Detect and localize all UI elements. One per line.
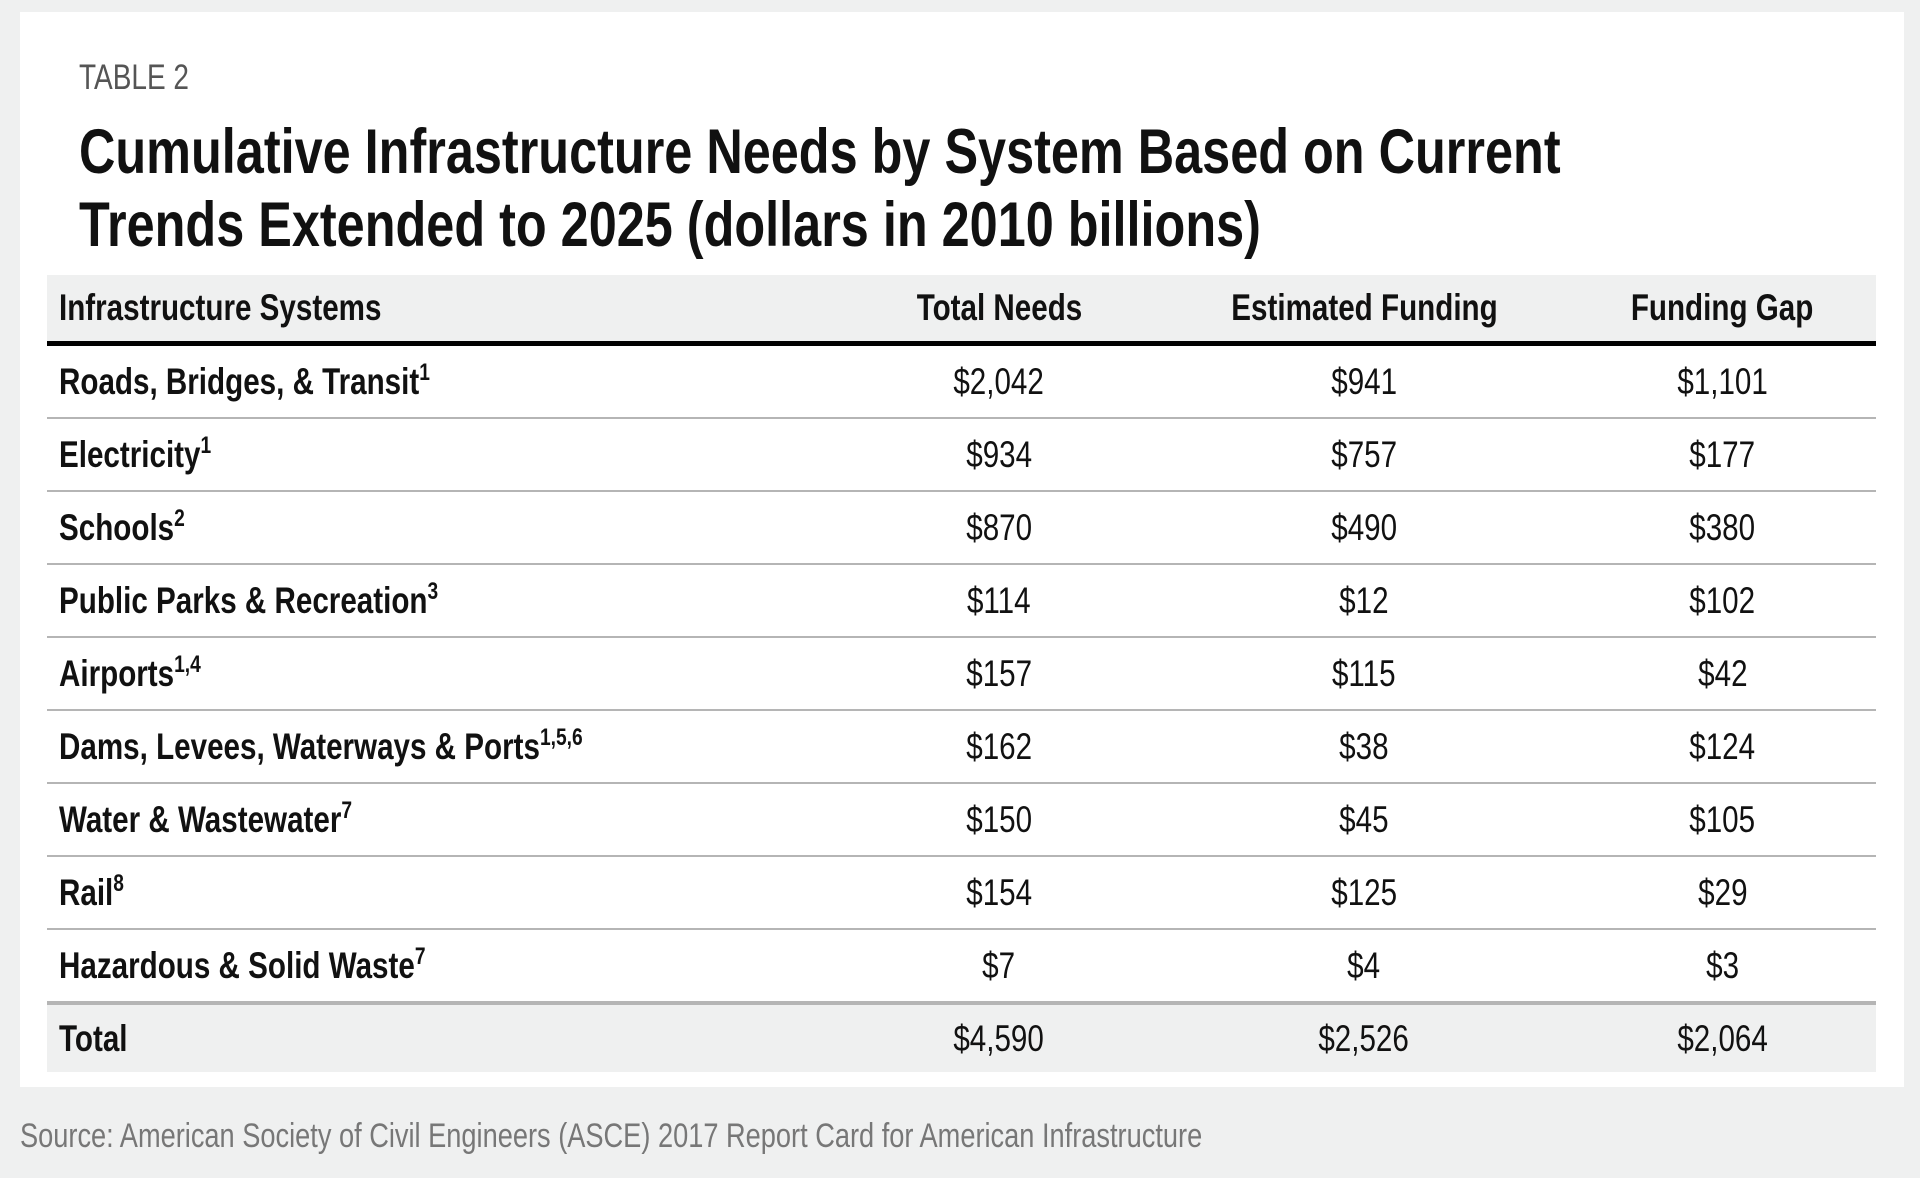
system-cell: Hazardous & Solid Waste7 xyxy=(47,929,839,1004)
table-row: Water & Wastewater7 $150 $45 $105 xyxy=(47,783,1876,857)
footnote-ref: 7 xyxy=(341,796,353,824)
footnote-ref: 1 xyxy=(419,358,430,386)
system-cell: Water & Wastewater7 xyxy=(47,783,839,857)
system-cell: Public Parks & Recreation3 xyxy=(47,564,839,638)
header-row: Infrastructure Systems Total Needs Estim… xyxy=(47,275,1876,346)
system-cell: Electricity1 xyxy=(47,418,839,492)
footnote-ref: 2 xyxy=(174,504,185,532)
funding-gap-cell: $2,064 xyxy=(1569,1001,1876,1072)
estimated-funding-cell: $12 xyxy=(1159,564,1569,638)
table-row: Hazardous & Solid Waste7 $7 $4 $3 xyxy=(47,929,1876,1004)
total-needs-cell: $150 xyxy=(839,783,1159,857)
table-title: Cumulative Infrastructure Needs by Syste… xyxy=(79,116,1920,262)
column-header-estimated-funding: Estimated Funding xyxy=(1159,275,1569,346)
estimated-funding-cell: $490 xyxy=(1159,491,1569,565)
total-needs-cell: $2,042 xyxy=(839,343,1159,419)
estimated-funding-cell: $45 xyxy=(1159,783,1569,857)
funding-gap-cell: $29 xyxy=(1569,856,1876,930)
footnote-ref: 1 xyxy=(200,431,212,459)
system-cell: Airports1,4 xyxy=(47,637,839,711)
estimated-funding-cell: $4 xyxy=(1159,929,1569,1004)
total-needs-cell: $7 xyxy=(839,929,1159,1004)
funding-gap-cell: $1,101 xyxy=(1569,343,1876,419)
estimated-funding-cell: $38 xyxy=(1159,710,1569,784)
total-needs-cell: $934 xyxy=(839,418,1159,492)
funding-gap-cell: $177 xyxy=(1569,418,1876,492)
table-row: Roads, Bridges, & Transit1 $2,042 $941 $1,1… xyxy=(47,343,1876,419)
system-cell: Dams, Levees, Waterways & Ports1,5,6 xyxy=(47,710,839,784)
funding-gap-cell: $105 xyxy=(1569,783,1876,857)
total-needs-cell: $4,590 xyxy=(839,1001,1159,1072)
table-row: Airports1,4 $157 $115 $42 xyxy=(47,637,1876,711)
total-needs-cell: $154 xyxy=(839,856,1159,930)
source-note: Source: American Society of Civil Engine… xyxy=(20,1117,1203,1155)
table-label: TABLE 2 xyxy=(79,58,189,97)
estimated-funding-cell: $757 xyxy=(1159,418,1569,492)
footnote-ref: 3 xyxy=(427,577,439,605)
table-row: Schools2 $870 $490 $380 xyxy=(47,491,1876,565)
total-needs-cell: $157 xyxy=(839,637,1159,711)
table-row: Dams, Levees, Waterways & Ports1,5,6 $162… xyxy=(47,710,1876,784)
column-header-funding-gap: Funding Gap xyxy=(1569,275,1876,346)
system-cell: Schools2 xyxy=(47,491,839,565)
table-row: Public Parks & Recreation3 $114 $12 $102 xyxy=(47,564,1876,638)
footnote-ref: 8 xyxy=(113,869,124,897)
funding-gap-cell: $124 xyxy=(1569,710,1876,784)
total-row: Total $4,590 $2,526 $2,064 xyxy=(47,1001,1876,1072)
table-row: Electricity1 $934 $757 $177 xyxy=(47,418,1876,492)
total-needs-cell: $162 xyxy=(839,710,1159,784)
system-cell: Rail8 xyxy=(47,856,839,930)
total-label-cell: Total xyxy=(47,1001,839,1072)
table-row: Rail8 $154 $125 $29 xyxy=(47,856,1876,930)
footnote-ref: 1,4 xyxy=(174,650,201,678)
footnote-ref: 1,5,6 xyxy=(539,723,583,751)
estimated-funding-cell: $125 xyxy=(1159,856,1569,930)
total-needs-cell: $870 xyxy=(839,491,1159,565)
column-header-systems: Infrastructure Systems xyxy=(47,275,839,346)
title-line-2: Trends Extended to 2025 (dollars in 2010… xyxy=(79,190,1261,260)
column-header-total-needs: Total Needs xyxy=(839,275,1159,346)
infrastructure-needs-table: Infrastructure Systems Total Needs Estim… xyxy=(47,275,1876,1072)
estimated-funding-cell: $2,526 xyxy=(1159,1001,1569,1072)
title-line-1: Cumulative Infrastructure Needs by Syste… xyxy=(79,117,1561,187)
funding-gap-cell: $380 xyxy=(1569,491,1876,565)
footnote-ref: 7 xyxy=(414,942,426,970)
funding-gap-cell: $42 xyxy=(1569,637,1876,711)
funding-gap-cell: $3 xyxy=(1569,929,1876,1004)
total-needs-cell: $114 xyxy=(839,564,1159,638)
estimated-funding-cell: $115 xyxy=(1159,637,1569,711)
system-cell: Roads, Bridges, & Transit1 xyxy=(47,343,839,419)
estimated-funding-cell: $941 xyxy=(1159,343,1569,419)
funding-gap-cell: $102 xyxy=(1569,564,1876,638)
